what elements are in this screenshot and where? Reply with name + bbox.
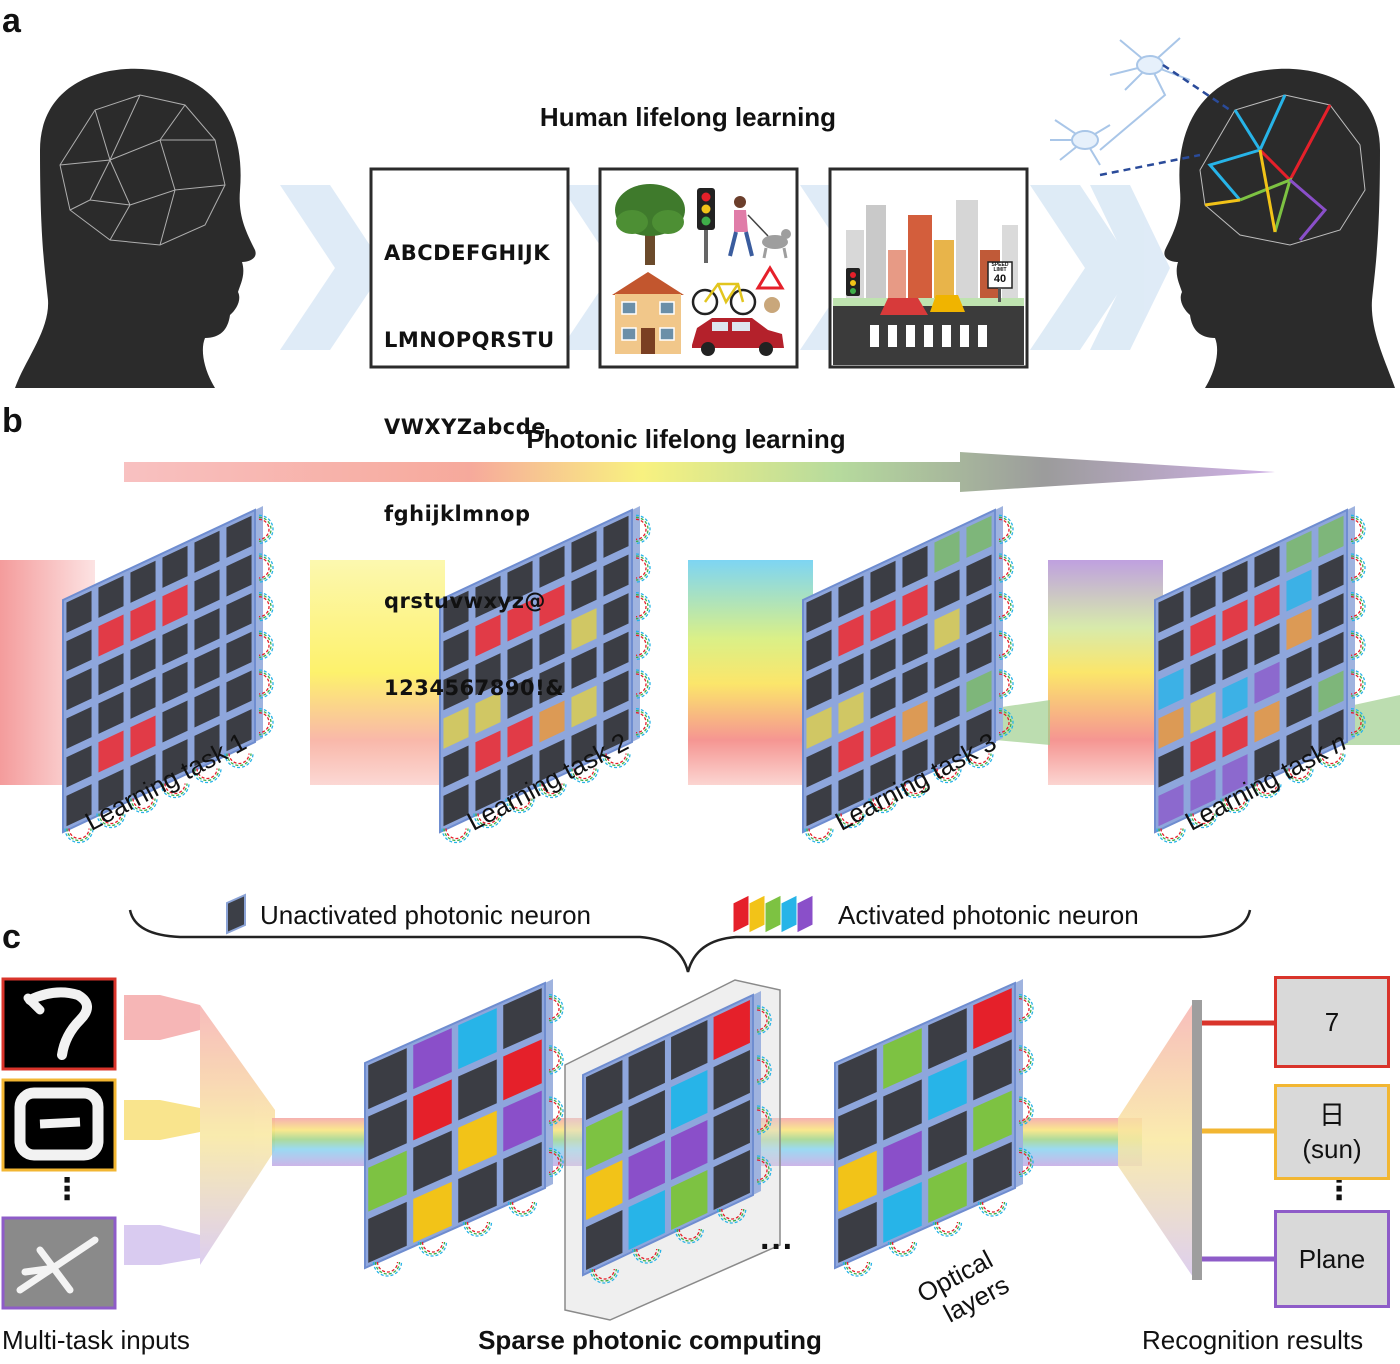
activated-neuron-swatch — [796, 894, 814, 934]
left-head-icon — [15, 68, 256, 388]
unactivated-legend-label: Unactivated photonic neuron — [260, 900, 592, 930]
alphabet-line: ABCDEFGHIJK — [384, 241, 551, 265]
alphabet-text: ABCDEFGHIJK LMNOPQRSTU VWXYZabcde fghijk… — [384, 181, 564, 732]
car-icon — [692, 318, 784, 356]
photonic-board-task-2 — [439, 506, 651, 844]
multi-task-inputs-label: Multi-task inputs — [2, 1325, 190, 1355]
human-lifelong-title: Human lifelong learning — [539, 102, 837, 132]
input-vertical-dots: ⋮ — [52, 1173, 82, 1206]
output-funnel — [1118, 1000, 1195, 1280]
alphabet-line: 1234567890!& — [384, 676, 565, 700]
progress-arrow — [124, 452, 1275, 492]
traffic-light-icon — [697, 188, 715, 263]
result-box-plane: Plane — [1274, 1210, 1390, 1308]
light-column-3 — [688, 560, 813, 785]
speed-sign-line: SPEED — [991, 262, 1009, 268]
speed-sign-number: 40 — [993, 273, 1007, 285]
house-icon — [612, 272, 684, 354]
activated-legend-label: Activated photonic neuron — [838, 900, 1139, 930]
activated-neuron-swatch — [764, 894, 782, 934]
tree-icon — [615, 184, 685, 265]
photonic-board-task-3 — [802, 506, 1014, 844]
alphabet-line: fghijklmnop — [384, 502, 531, 526]
alphabet-box — [369, 167, 570, 369]
result-box-sun: 日 (sun) — [1274, 1084, 1390, 1180]
alphabet-line: qrstuvwxyz@ — [384, 589, 546, 613]
panel-letter-a: a — [2, 2, 21, 40]
optical-layer-1 — [364, 979, 564, 1277]
alphabet-line: LMNOPQRSTU — [384, 328, 555, 352]
optical-layer-3 — [834, 979, 1034, 1277]
optical-layer-2 — [582, 991, 772, 1284]
legend-brace — [128, 909, 1252, 973]
light-column-2 — [310, 560, 445, 785]
walker-with-dog-icon — [728, 196, 791, 259]
warning-sign-icon — [755, 265, 785, 313]
activated-neuron-legend-icon — [732, 894, 814, 934]
light-column-n — [1048, 560, 1163, 785]
speed-limit-sign-icon — [987, 261, 1013, 302]
result-text: Plane — [1298, 1244, 1366, 1274]
speed-sign-text: SPEED LIMIT 40 — [988, 262, 1012, 286]
speed-sign-line: LIMIT — [993, 267, 1007, 273]
photonic-lifelong-title: Photonic lifelong learning — [526, 424, 846, 454]
activated-neuron-swatch — [748, 894, 766, 934]
layers-ellipsis: ··· — [760, 1228, 794, 1266]
unactivated-neuron-legend-icon — [226, 893, 246, 935]
input-funnels — [124, 995, 275, 1265]
photonic-board-task-1 — [62, 506, 274, 844]
panel-letter-b: b — [2, 402, 23, 440]
sparse-photonic-computing-label: Sparse photonic computing — [478, 1325, 822, 1355]
panel-letter-c: c — [2, 918, 21, 956]
result-text: 7 — [1324, 1007, 1340, 1037]
activated-neuron-swatch — [732, 894, 750, 934]
result-box-seven: 7 — [1274, 976, 1390, 1068]
result-subtext: (sun) — [1302, 1134, 1362, 1164]
neuron-icons — [1050, 37, 1191, 166]
photonic-board-task-n — [1154, 506, 1366, 844]
city-traffic-light-icon — [846, 268, 860, 296]
detector-bar — [1192, 1000, 1202, 1280]
right-head-icon — [1164, 68, 1395, 388]
activated-neuron-swatch — [780, 894, 798, 934]
alphabet-line: VWXYZabcde — [384, 415, 546, 439]
bicycle-icon — [691, 282, 757, 316]
recognition-results-label: Recognition results — [1142, 1325, 1364, 1355]
result-text: 日 — [1318, 1100, 1345, 1130]
